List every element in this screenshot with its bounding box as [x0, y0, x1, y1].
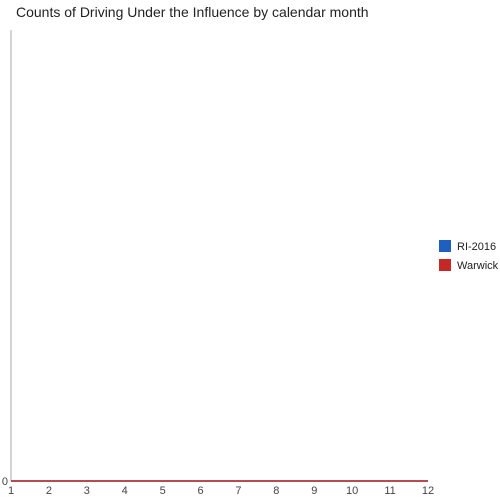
x-tick-label: 8 — [273, 485, 279, 497]
legend-label: RI-2016 — [457, 241, 496, 253]
legend-swatch — [439, 259, 451, 271]
legend-swatch — [439, 240, 451, 252]
y-tick-label: 0 — [2, 476, 8, 488]
x-tick-labels: 1 2 3 4 5 6 7 8 9 10 11 12 — [8, 485, 434, 497]
legend: RI-2016 Warwick — [439, 240, 499, 272]
x-tick-label: 2 — [46, 485, 52, 497]
y-tick-labels: 0 — [2, 476, 8, 488]
x-tick-label: 11 — [384, 485, 395, 497]
x-tick-label: 10 — [346, 485, 358, 497]
x-tick-label: 12 — [422, 485, 434, 497]
x-tick-label: 1 — [8, 485, 14, 497]
x-tick-label: 9 — [311, 485, 317, 497]
x-tick-label: 4 — [122, 485, 128, 497]
x-tick-label: 7 — [235, 485, 241, 497]
x-tick-label: 3 — [84, 485, 90, 497]
chart-title: Counts of Driving Under the Influence by… — [16, 4, 369, 20]
x-tick-label: 6 — [197, 485, 203, 497]
x-tick-label: 5 — [160, 485, 166, 497]
legend-label: Warwick — [457, 260, 499, 272]
plot-area — [10, 30, 428, 482]
